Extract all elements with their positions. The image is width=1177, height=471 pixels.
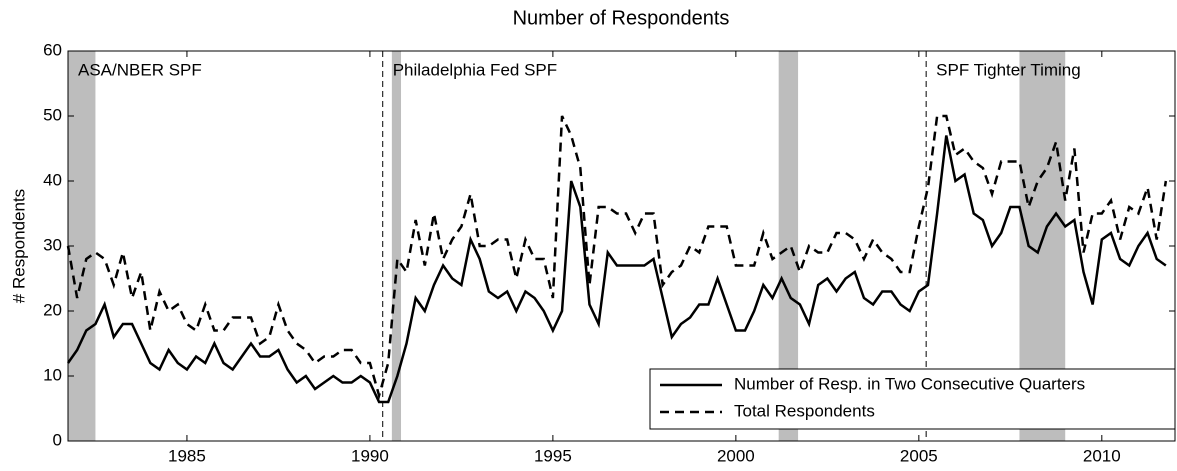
x-tick-label: 1995 [534, 446, 572, 465]
y-tick-label: 20 [43, 300, 62, 319]
legend-label: Number of Resp. in Two Consecutive Quart… [734, 374, 1085, 393]
annotation: ASA/NBER SPF [78, 60, 202, 79]
x-tick-label: 1990 [351, 446, 389, 465]
shaded-region [391, 51, 402, 441]
series-line [66, 114, 1168, 401]
y-tick-label: 30 [43, 235, 62, 254]
y-tick-label: 60 [43, 40, 62, 59]
x-tick-label: 2005 [900, 446, 938, 465]
plot-frame [67, 50, 1176, 442]
y-tick-label: 10 [43, 365, 62, 384]
annotation: Philadelphia Fed SPF [393, 60, 557, 79]
y-tick-label: 40 [43, 170, 62, 189]
x-tick-label: 2000 [717, 446, 755, 465]
y-tick-label: 0 [53, 430, 62, 449]
shaded-region [778, 51, 799, 441]
chart-title: Number of Respondents [513, 7, 730, 29]
x-tick-label: 2010 [1083, 446, 1121, 465]
y-axis-label: # Respondents [9, 189, 28, 303]
y-tick-label: 50 [43, 105, 62, 124]
annotation: SPF Tighter Timing [936, 60, 1081, 79]
legend-label: Total Respondents [734, 401, 875, 420]
legend-box [649, 368, 1176, 430]
series-line [66, 135, 1167, 404]
x-tick-label: 1985 [168, 446, 206, 465]
